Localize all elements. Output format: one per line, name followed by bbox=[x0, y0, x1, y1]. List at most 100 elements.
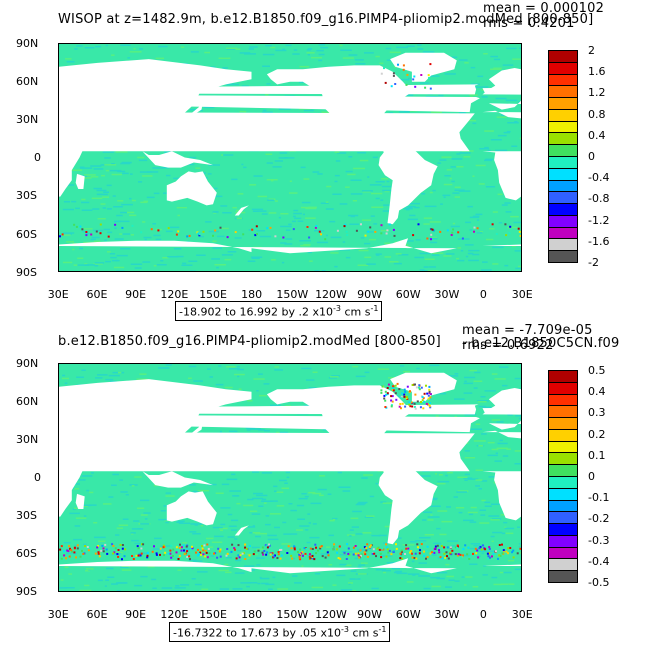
lon-label: 30E bbox=[511, 288, 533, 301]
land-mask bbox=[59, 558, 457, 591]
colorbar-label: -2 bbox=[588, 256, 599, 269]
land-mask bbox=[482, 430, 521, 521]
lon-label: 60W bbox=[395, 288, 421, 301]
colorbar-label: 2 bbox=[588, 44, 595, 57]
land-mask bbox=[59, 432, 475, 517]
colorbar-label: 0 bbox=[588, 470, 595, 483]
colorbar-swatch bbox=[548, 570, 578, 583]
bottom-lat-60n: 60N bbox=[16, 395, 39, 408]
bottom-range-exp: -3 bbox=[340, 625, 349, 634]
bottom-range-units: cm s bbox=[348, 626, 379, 640]
top-rms: rms = 0.4201 bbox=[483, 16, 575, 31]
bottom-lat-90s: 90S bbox=[16, 585, 37, 598]
land-mask bbox=[234, 205, 249, 216]
colorbar-label: 0.4 bbox=[588, 128, 606, 142]
land-mask bbox=[482, 244, 521, 247]
lon-label: 30W bbox=[434, 608, 460, 621]
land-mask bbox=[166, 171, 217, 206]
bottom-range-text: -16.7322 to 17.673 by .05 x10 bbox=[173, 626, 341, 640]
lon-label: 90W bbox=[357, 608, 382, 621]
colorbar-label: 0.5 bbox=[588, 364, 606, 377]
land-mask bbox=[482, 87, 521, 94]
bottom-mean: mean = -7.709e-05 bbox=[462, 323, 593, 338]
top-title: WISOP at z=1482.9m, b.e12.B1850.f09_g16.… bbox=[58, 12, 594, 27]
bottom-map-svg bbox=[59, 364, 521, 591]
colorbar-label: 0.1 bbox=[588, 448, 606, 462]
land-mask bbox=[142, 471, 213, 488]
lon-label: 30E bbox=[511, 608, 533, 621]
colorbar-label: 0.2 bbox=[588, 427, 606, 441]
bottom-title-suffix: - b.e12.B1850C5CN.f09 bbox=[462, 336, 620, 348]
colorbar-label: -0.5 bbox=[588, 576, 610, 589]
top-range-units-exp: -1 bbox=[370, 304, 379, 313]
bottom-lat-60s: 60S bbox=[16, 547, 37, 560]
lon-label: 150W bbox=[276, 288, 309, 301]
bottom-title-main: b.e12.B1850.f09_g16.PIMP4-pliomip2.modMe… bbox=[58, 335, 441, 348]
land-mask bbox=[234, 525, 249, 536]
lon-label: 30E bbox=[47, 608, 69, 621]
top-lat-90n: 90N bbox=[16, 37, 39, 50]
land-mask bbox=[482, 407, 521, 414]
top-range-box: -18.902 to 16.992 by .2 x10-3 cm s-1 bbox=[175, 301, 383, 321]
colorbar-label: -1.2 bbox=[588, 213, 610, 227]
bottom-lat-30n: 30N bbox=[16, 433, 39, 446]
land-mask bbox=[187, 100, 207, 118]
lon-label: 60E bbox=[86, 288, 108, 301]
lon-label: 30W bbox=[434, 288, 460, 301]
land-mask bbox=[390, 372, 457, 402]
land-mask bbox=[142, 151, 213, 168]
colorbar-label: 1.2 bbox=[588, 86, 606, 100]
land-mask bbox=[482, 110, 521, 201]
top-map-svg bbox=[59, 44, 521, 271]
land-mask bbox=[166, 491, 217, 526]
colorbar-swatch bbox=[548, 250, 578, 263]
lon-label: 180 bbox=[241, 288, 263, 301]
land-mask bbox=[75, 173, 85, 189]
land-mask bbox=[482, 564, 521, 567]
colorbar-label: -1.6 bbox=[588, 234, 610, 248]
bottom-rms: rms = 0.6922 bbox=[462, 338, 554, 353]
top-range-units: cm s bbox=[340, 305, 371, 319]
land-mask bbox=[390, 52, 457, 82]
top-lat-90s: 90S bbox=[16, 266, 37, 279]
top-lat-60s: 60S bbox=[16, 228, 37, 241]
colorbar-label: -0.4 bbox=[588, 554, 610, 568]
colorbar-label: 0.3 bbox=[588, 406, 606, 420]
bottom-range-units-exp: -1 bbox=[378, 625, 387, 634]
top-range-exp: -3 bbox=[332, 304, 341, 313]
lon-label: 120E bbox=[160, 288, 189, 301]
land-mask bbox=[59, 112, 475, 197]
bottom-range-box: -16.7322 to 17.673 by .05 x10-3 cm s-1 bbox=[169, 622, 391, 642]
land-mask bbox=[378, 462, 438, 545]
lon-label: 90E bbox=[125, 288, 147, 301]
lon-label: 60W bbox=[395, 608, 421, 621]
colorbar-label: -0.2 bbox=[588, 512, 610, 526]
bottom-lat-90n: 90N bbox=[16, 357, 39, 370]
lon-label: 0 bbox=[479, 608, 487, 621]
colorbar-label: -0.8 bbox=[588, 192, 610, 206]
colorbar-label: -0.1 bbox=[588, 491, 610, 505]
colorbar-label: 1.6 bbox=[588, 65, 606, 79]
lon-label: 120W bbox=[315, 288, 347, 301]
colorbar-label: 0.4 bbox=[588, 385, 606, 399]
bottom-lat-0: 0 bbox=[34, 471, 41, 484]
land-mask bbox=[59, 238, 457, 271]
lon-label: 150E bbox=[199, 288, 228, 301]
top-lat-60n: 60N bbox=[16, 75, 39, 88]
bottom-title: b.e12.B1850.f09_g16.PIMP4-pliomip2.modMe… bbox=[58, 335, 642, 348]
bottom-map bbox=[58, 363, 522, 592]
colorbar-label: 0 bbox=[588, 150, 595, 163]
lon-label: 150W bbox=[276, 608, 309, 621]
top-lat-30s: 30S bbox=[16, 189, 37, 202]
lon-label: 60E bbox=[86, 608, 108, 621]
top-lat-0: 0 bbox=[34, 151, 41, 164]
land-mask bbox=[59, 404, 479, 415]
lon-label: 120E bbox=[160, 608, 189, 621]
colorbar-label: 0.8 bbox=[588, 107, 606, 121]
land-mask bbox=[187, 420, 207, 438]
bottom-lat-30s: 30S bbox=[16, 509, 37, 522]
lon-label: 30E bbox=[47, 288, 69, 301]
land-mask bbox=[59, 84, 479, 95]
top-mean: mean = 0.000102 bbox=[483, 1, 605, 16]
top-lat-30n: 30N bbox=[16, 113, 39, 126]
